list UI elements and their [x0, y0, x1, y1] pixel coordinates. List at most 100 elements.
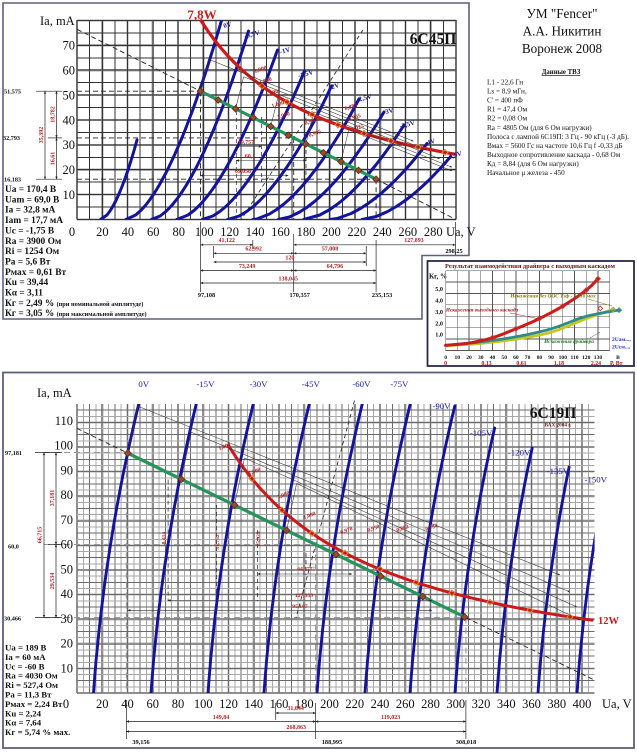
svg-text:-2V: -2V	[328, 82, 340, 92]
svg-text:95,107: 95,107	[292, 604, 308, 610]
svg-text:А.А. Никитин: А.А. Никитин	[523, 24, 602, 39]
svg-text:70: 70	[61, 513, 74, 527]
svg-text:Данные ТВЗ: Данные ТВЗ	[542, 69, 581, 76]
svg-text:380: 380	[547, 697, 566, 711]
svg-text:280: 280	[424, 225, 443, 239]
svg-text:-45V: -45V	[302, 379, 321, 389]
svg-text:31,644: 31,644	[287, 706, 304, 712]
svg-text:Ls = 8,9 мГн,: Ls = 8,9 мГн,	[487, 88, 527, 96]
svg-text:Полоса с лампой 6С19П: 3 Гц -: Полоса с лампой 6С19П: 3 Гц - 90 кГц (-3…	[487, 133, 629, 141]
svg-text:16,61: 16,61	[51, 152, 57, 166]
svg-text:0: 0	[444, 355, 447, 361]
svg-text:Начальное μ железа - 450: Начальное μ железа - 450	[487, 169, 565, 177]
svg-text:6С45П: 6С45П	[410, 31, 457, 48]
svg-text:ВАХ 2004 г.: ВАХ 2004 г.	[545, 423, 572, 429]
svg-text:5,0: 5,0	[435, 286, 443, 293]
svg-text:Вмах = 5600 Гс на частоте 10,6: Вмах = 5600 Гс на частоте 10,6 Гц f -0,3…	[487, 142, 622, 150]
svg-text:60,1: 60,1	[245, 154, 255, 160]
svg-text:320: 320	[472, 697, 491, 711]
svg-text:170,357: 170,357	[289, 292, 309, 299]
svg-text:220: 220	[345, 697, 364, 711]
svg-text:2,0: 2,0	[435, 320, 443, 327]
svg-text:127,959: 127,959	[295, 593, 313, 599]
svg-text:70: 70	[525, 355, 531, 361]
svg-text:40: 40	[61, 587, 74, 601]
svg-text:Uc = -60 В: Uc = -60 В	[5, 661, 45, 671]
svg-text:110: 110	[55, 414, 73, 428]
svg-text:6С19П: 6С19П	[530, 405, 577, 422]
svg-text:10: 10	[63, 188, 76, 202]
svg-text:2Uам...,: 2Uам...,	[612, 337, 631, 343]
svg-text:20: 20	[96, 225, 109, 239]
svg-text:0,61: 0,61	[516, 361, 526, 367]
svg-text:39,156: 39,156	[132, 739, 149, 746]
svg-text:160: 160	[270, 697, 289, 711]
svg-text:Pмах = 2,24 Вт: Pмах = 2,24 Вт	[5, 699, 63, 709]
svg-text:0,882: 0,882	[396, 524, 410, 534]
svg-text:20: 20	[63, 163, 76, 177]
svg-text:Ia = 32,8 мА: Ia = 32,8 мА	[5, 206, 56, 216]
svg-text:Кг = 2,49 % (при номинальной а: Кг = 2,49 % (при номинальной амплитуде)	[5, 299, 143, 309]
svg-text:80: 80	[537, 355, 543, 361]
svg-text:-60V: -60V	[352, 379, 371, 389]
svg-text:1,000: 1,000	[265, 89, 279, 99]
svg-text:В: В	[616, 355, 620, 361]
svg-text:60: 60	[513, 355, 519, 361]
svg-text:20: 20	[96, 697, 109, 711]
svg-text:Воронеж 2008: Воронеж 2008	[522, 41, 603, 56]
svg-text:41,122: 41,122	[218, 238, 235, 244]
svg-text:1,000: 1,000	[277, 491, 291, 501]
svg-text:Iam = 17,7 мА: Iam = 17,7 мА	[5, 216, 63, 226]
svg-text:Р, Вт: Р, Вт	[610, 361, 623, 367]
svg-text:140: 140	[244, 697, 263, 711]
svg-text:140: 140	[246, 225, 265, 239]
svg-text:-90V: -90V	[432, 401, 451, 411]
svg-text:R1 = 47,4 Ом: R1 = 47,4 Ом	[487, 106, 528, 114]
svg-text:60: 60	[147, 225, 160, 239]
svg-text:10: 10	[455, 355, 461, 361]
svg-text:0,13: 0,13	[482, 361, 492, 367]
svg-text:УМ "Fencer": УМ "Fencer"	[526, 6, 597, 21]
svg-text:-75V: -75V	[390, 379, 409, 389]
svg-text:-4V: -4V	[424, 138, 436, 148]
svg-text:0,964: 0,964	[304, 117, 318, 127]
svg-text:1,000: 1,000	[248, 467, 262, 477]
svg-text:360: 360	[522, 697, 541, 711]
svg-text:200: 200	[320, 697, 339, 711]
svg-text:L1 - 22,6 Гн: L1 - 22,6 Гн	[487, 79, 523, 87]
svg-text:50: 50	[63, 88, 76, 102]
svg-text:3,0: 3,0	[435, 309, 443, 316]
svg-text:69,058: 69,058	[235, 169, 251, 175]
svg-text:1,000: 1,000	[271, 100, 285, 110]
svg-text:20: 20	[61, 637, 74, 651]
svg-text:127,893: 127,893	[404, 238, 424, 244]
svg-text:Кд = 8,84 (для 6 Ом нагрузки): Кд = 8,84 (для 6 Ом нагрузки)	[487, 160, 579, 168]
svg-text:-150V: -150V	[585, 474, 608, 484]
svg-text:18,782: 18,782	[51, 106, 57, 123]
svg-text:-1,5V: -1,5V	[297, 69, 314, 80]
svg-text:Кг, %: Кг, %	[429, 273, 447, 281]
svg-text:Pa = 5,6 Вт: Pa = 5,6 Вт	[5, 257, 51, 267]
svg-text:Ua = 170,4 В: Ua = 170,4 В	[5, 185, 56, 195]
svg-text:268,863: 268,863	[286, 725, 306, 731]
svg-text:19,757: 19,757	[238, 140, 254, 146]
svg-text:90: 90	[61, 463, 74, 477]
svg-text:Кu = 39,44: Кu = 39,44	[5, 278, 48, 288]
svg-text:Ia, mA: Ia, mA	[37, 386, 72, 400]
svg-text:-30V: -30V	[249, 379, 268, 389]
svg-text:1,000: 1,000	[218, 442, 232, 452]
svg-text:400: 400	[573, 697, 592, 711]
svg-text:60: 60	[61, 538, 74, 552]
svg-text:-3,5V: -3,5V	[399, 120, 416, 131]
svg-text:Ri = 1254 Ом: Ri = 1254 Ом	[5, 247, 60, 257]
svg-text:308,018: 308,018	[456, 739, 476, 746]
svg-text:119,023: 119,023	[381, 715, 400, 721]
svg-text:149,84: 149,84	[213, 715, 230, 721]
svg-text:280: 280	[421, 697, 440, 711]
svg-text:90: 90	[548, 355, 554, 361]
svg-text:97,181: 97,181	[5, 450, 22, 457]
svg-text:50: 50	[61, 563, 74, 577]
svg-text:0,995: 0,995	[308, 129, 322, 139]
svg-text:-1V: -1V	[279, 46, 291, 56]
svg-text:Ri = 527,4 Ом: Ri = 527,4 Ом	[5, 680, 58, 690]
